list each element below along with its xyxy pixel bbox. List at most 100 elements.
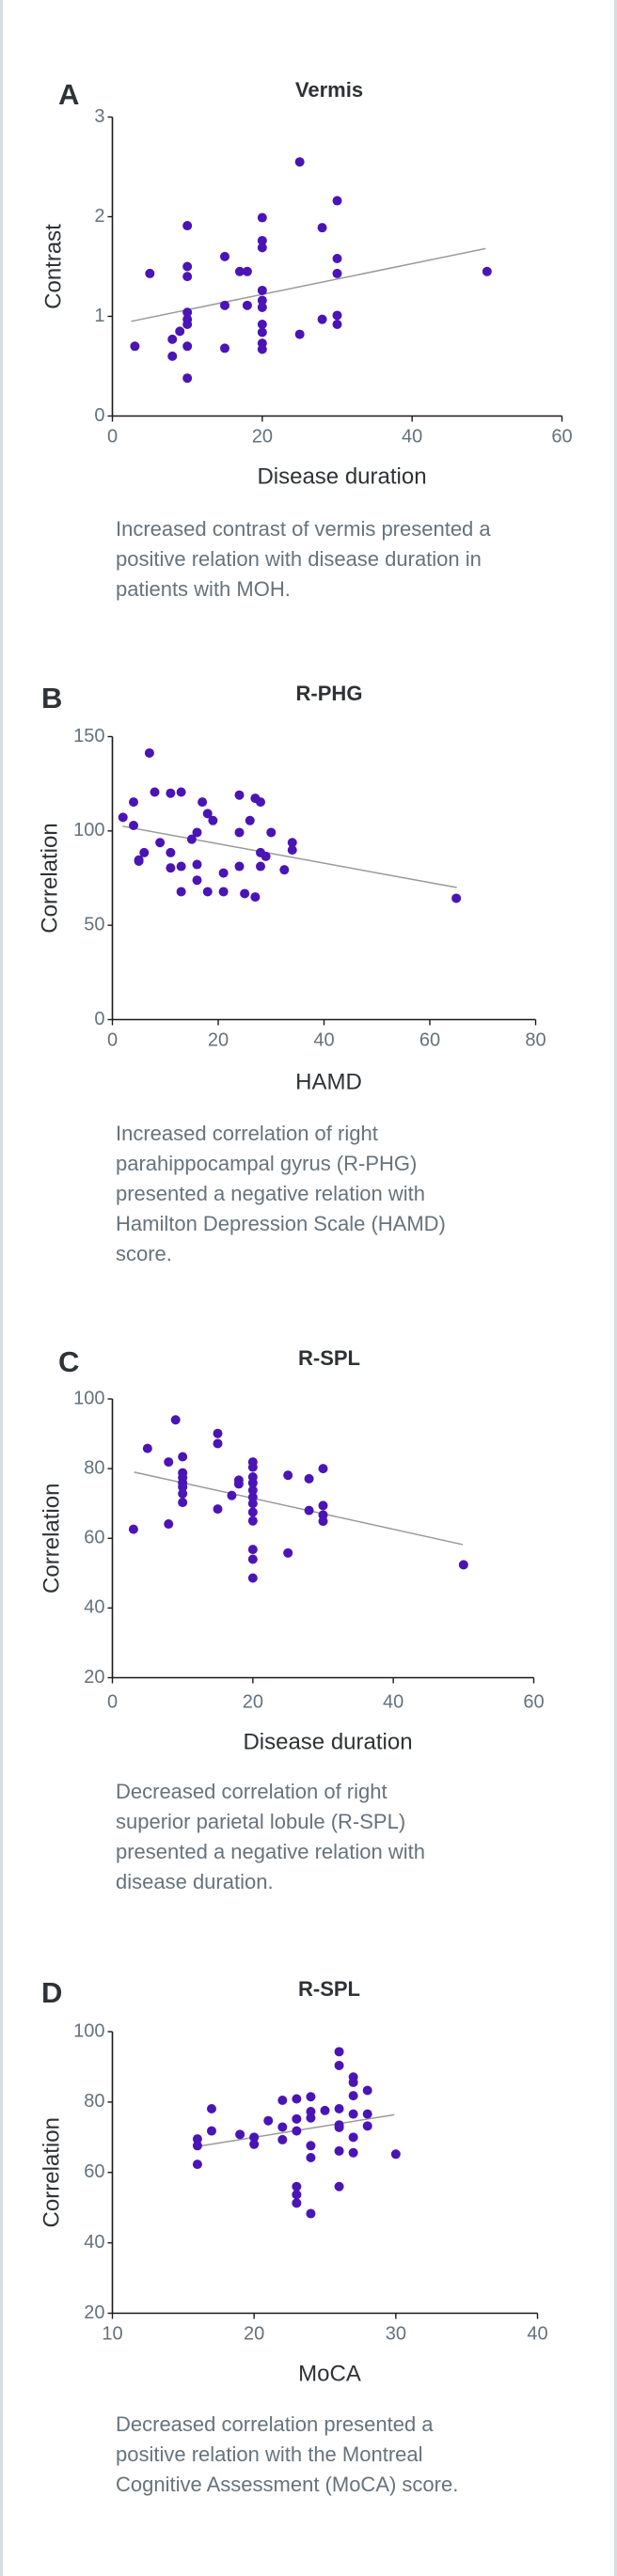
data-point <box>192 827 202 838</box>
y-axis-label: Correlation <box>39 1484 64 1594</box>
data-point <box>348 2077 358 2087</box>
data-point <box>257 243 267 253</box>
data-point <box>213 1438 223 1449</box>
data-point <box>266 827 277 838</box>
data-point <box>182 261 193 272</box>
data-point <box>257 319 267 329</box>
data-point <box>139 847 150 857</box>
caption-line: positive relation with the Montreal <box>116 2442 423 2466</box>
x-tick-label: 40 <box>313 1029 334 1050</box>
data-point <box>178 1452 188 1462</box>
data-point <box>206 2103 216 2113</box>
data-point <box>279 865 290 875</box>
data-point <box>176 861 186 872</box>
y-tick-label: 1 <box>94 306 104 326</box>
data-point <box>261 851 271 861</box>
data-point <box>306 2092 316 2102</box>
data-point <box>257 235 267 245</box>
data-point <box>182 373 193 384</box>
data-point <box>182 272 193 282</box>
data-point <box>451 893 462 903</box>
data-point <box>263 2115 274 2126</box>
data-point <box>362 2085 372 2096</box>
data-point <box>150 787 160 797</box>
chart-title: R-PHG <box>296 682 363 705</box>
data-point <box>145 268 155 278</box>
data-point <box>247 1462 258 1472</box>
data-point <box>334 2103 344 2113</box>
data-point <box>234 266 245 276</box>
data-point <box>304 1505 314 1516</box>
data-point <box>218 887 229 897</box>
data-point <box>458 1560 468 1570</box>
data-point <box>192 859 202 870</box>
data-point <box>166 863 176 873</box>
y-tick-label: 40 <box>84 2232 104 2253</box>
data-point <box>362 2109 372 2119</box>
data-point <box>178 1488 188 1499</box>
data-point <box>318 1516 328 1527</box>
data-point <box>164 1457 174 1468</box>
data-point <box>332 254 342 264</box>
data-point <box>206 2126 216 2136</box>
panel-letter: C <box>58 1345 79 1378</box>
data-point <box>234 827 245 838</box>
y-axis-label: Correlation <box>37 823 62 933</box>
chart-title: Vermis <box>295 78 363 102</box>
x-tick-label: 10 <box>102 2323 122 2344</box>
x-tick-label: 0 <box>107 1029 118 1050</box>
caption-line: Hamilton Depression Scale (HAMD) <box>116 1212 446 1235</box>
data-point <box>202 887 213 897</box>
data-point <box>257 344 267 354</box>
data-point <box>208 815 218 825</box>
panel-a-caption: Increased contrast of vermis presented a… <box>116 514 605 605</box>
data-point <box>166 847 176 857</box>
x-tick-label: 20 <box>243 1691 263 1712</box>
data-point <box>176 887 186 897</box>
data-point <box>318 1464 328 1474</box>
panel-b-chart: B R-PHG 0 50 100 150 0 20 40 60 80 HAMD Correlation <box>37 682 546 1095</box>
y-tick-label: 50 <box>84 914 104 935</box>
data-point <box>218 868 229 878</box>
data-point <box>192 2141 202 2151</box>
data-point <box>257 295 267 306</box>
data-point <box>390 2149 401 2160</box>
data-point <box>257 327 267 338</box>
data-point <box>283 1470 293 1481</box>
data-point <box>234 861 245 872</box>
x-axis-label: HAMD <box>295 1069 362 1094</box>
x-tick-label: 80 <box>525 1029 546 1050</box>
panel-letter: A <box>58 78 79 111</box>
data-point <box>287 845 297 856</box>
data-point <box>247 1499 258 1509</box>
panel-letter: D <box>41 1976 62 2009</box>
data-point <box>292 2198 302 2208</box>
data-point <box>320 2105 330 2115</box>
data-point <box>227 1490 237 1500</box>
data-point <box>292 2094 302 2104</box>
data-point <box>334 2145 344 2156</box>
x-tick-label: 40 <box>527 2323 547 2344</box>
data-point <box>192 875 202 886</box>
data-point <box>332 319 342 329</box>
caption-line: positive relation with disease duration … <box>116 547 482 571</box>
caption-line: Increased correlation of right <box>116 1122 378 1145</box>
data-point <box>256 861 265 872</box>
data-point <box>348 2091 358 2101</box>
panel-c-caption: Decreased correlation of right superior … <box>116 1777 605 1897</box>
caption-line: score. <box>116 1242 172 1265</box>
data-point <box>242 266 252 276</box>
data-point <box>167 334 178 344</box>
data-point <box>178 1482 188 1492</box>
data-point <box>277 2134 288 2144</box>
x-tick-label: 20 <box>252 426 273 447</box>
data-point <box>348 2147 358 2158</box>
x-tick-label: 0 <box>107 426 118 447</box>
data-point <box>318 1500 328 1511</box>
data-point <box>482 266 492 276</box>
data-point <box>247 1554 258 1564</box>
data-point <box>247 1485 258 1496</box>
data-point <box>245 815 255 825</box>
x-tick-label: 60 <box>523 1691 544 1712</box>
